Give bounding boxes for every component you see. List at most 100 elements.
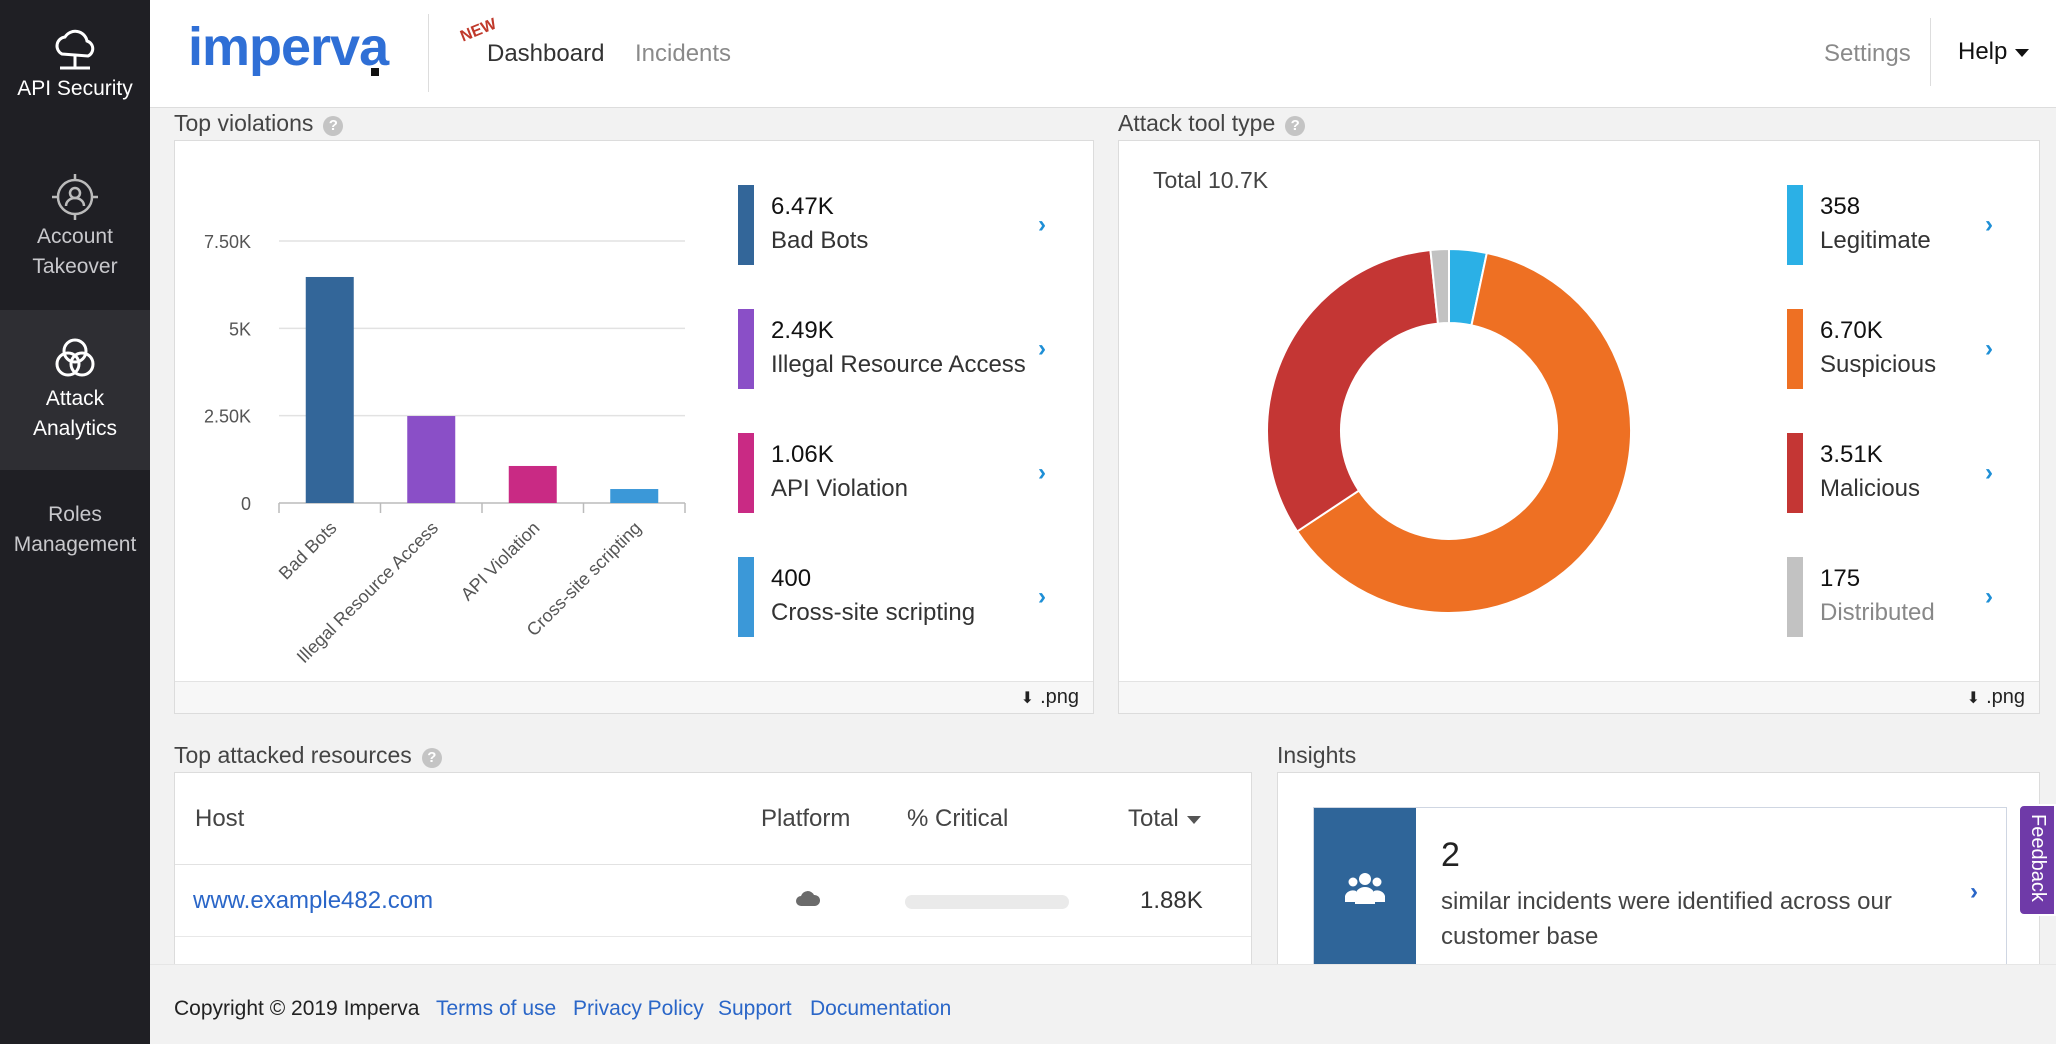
top-violations-panel: 0 2.50K 5K 7.50K Bad Bots Illegal Resource Ac…	[174, 140, 1094, 714]
legend-name: Cross-site scripting	[771, 599, 976, 626]
legend-row[interactable]: 6.47K Bad Bots ›	[738, 185, 1078, 265]
footer-link-documentation[interactable]: Documentation	[810, 997, 952, 1020]
legend-row[interactable]: 1.06K API Violation ›	[738, 433, 1078, 513]
y-tick-label: 7.50K	[204, 232, 251, 252]
footer-link-terms[interactable]: Terms of use	[436, 997, 557, 1020]
host-link[interactable]: www.example482.com	[193, 887, 434, 914]
header-divider	[428, 14, 429, 92]
sidebar-item-label: Account	[37, 225, 113, 248]
x-tick-label: Bad Bots	[275, 518, 341, 584]
donut-chart	[1266, 247, 1632, 614]
feedback-tab[interactable]: Feedback	[2018, 804, 2056, 916]
sidebar-item-attack-analytics[interactable]: Attack Analytics	[0, 310, 150, 470]
nav-incidents[interactable]: Incidents	[635, 40, 732, 67]
top-resources-title: Top attacked resources?	[174, 742, 442, 769]
legend-name: API Violation	[771, 475, 908, 502]
logo-dot	[371, 68, 379, 76]
col-platform[interactable]: Platform	[761, 805, 851, 832]
help-label: Help	[1958, 38, 2008, 65]
insights-title: Insights	[1277, 742, 1357, 768]
bar	[305, 276, 354, 503]
chevron-right-icon[interactable]: ›	[1038, 583, 1046, 610]
download-png-button[interactable]: ⬇ .png	[1967, 686, 2025, 709]
legend-value: 6.70K	[1820, 317, 1883, 344]
help-icon[interactable]: ?	[421, 748, 442, 768]
legend-row[interactable]: 2.49K Illegal Resource Access ›	[738, 309, 1078, 389]
sidebar-item-api-security[interactable]: API Security	[0, 0, 150, 120]
chevron-right-icon[interactable]: ›	[1038, 335, 1046, 362]
chevron-right-icon[interactable]: ›	[1038, 459, 1046, 486]
legend-row[interactable]: 3.51K Malicious ›	[1787, 433, 2027, 513]
download-label: .png	[1040, 686, 1079, 708]
x-tick-label: API Violation	[457, 518, 544, 605]
top-header: imperva NEW Dashboard Incidents Settings…	[150, 0, 2056, 108]
sidebar-item-roles-management[interactable]: Roles Management	[0, 500, 150, 570]
download-png-button[interactable]: ⬇ .png	[1021, 686, 1079, 709]
y-tick-label: 0	[241, 494, 251, 514]
legend-swatch	[1787, 309, 1803, 389]
chevron-right-icon[interactable]: ›	[1985, 335, 1993, 362]
legend-swatch	[1787, 185, 1803, 265]
insight-text: similar incidents were identified across…	[1441, 888, 1892, 950]
help-icon[interactable]: ?	[1285, 116, 1306, 136]
imperva-logo[interactable]: imperva	[188, 17, 389, 77]
sidebar-item-label: Takeover	[32, 255, 118, 278]
footer-link-support[interactable]: Support	[718, 997, 792, 1020]
download-icon: ⬇	[1966, 690, 1981, 707]
legend-row[interactable]: 358 Legitimate ›	[1787, 185, 2027, 265]
section-title-text: Top attacked resources	[174, 742, 412, 768]
legend-swatch	[738, 433, 754, 513]
chevron-right-icon[interactable]: ›	[1970, 878, 1978, 905]
legend-swatch	[738, 557, 754, 637]
y-tick-label: 5K	[229, 319, 251, 339]
attack-tool-title: Attack tool type?	[1118, 110, 1306, 137]
legend-row[interactable]: 6.70K Suspicious ›	[1787, 309, 2027, 389]
venn-icon	[55, 338, 95, 377]
donut-slice	[1295, 251, 1632, 614]
insight-count: 2	[1441, 836, 1460, 874]
legend-name: Legitimate	[1820, 227, 1931, 254]
download-icon: ⬇	[1020, 690, 1035, 707]
critical-bar	[905, 895, 1069, 909]
total-label: Total 10.7K	[1153, 167, 1269, 193]
col-total[interactable]: Total	[1128, 805, 1201, 833]
bar	[407, 416, 456, 503]
legend-row[interactable]: 175 Distributed ›	[1787, 557, 2027, 637]
col-host[interactable]: Host	[195, 805, 245, 832]
legend-row[interactable]: 400 Cross-site scripting ›	[738, 557, 1078, 637]
col-total-label: Total	[1128, 805, 1179, 832]
panel-footer: ⬇ .png	[1119, 681, 2039, 713]
legend-name: Bad Bots	[771, 227, 869, 254]
nav-dashboard[interactable]: Dashboard	[487, 40, 605, 67]
legend-swatch	[1787, 433, 1803, 513]
col-critical[interactable]: % Critical	[907, 805, 1009, 832]
chevron-right-icon[interactable]: ›	[1038, 211, 1046, 238]
footer: Copyright © 2019 Imperva Terms of use Pr…	[150, 964, 2056, 1044]
insights-panel: 2 similar incidents were identified acro…	[1277, 772, 2040, 972]
help-icon[interactable]: ?	[323, 116, 344, 136]
sidebar-item-label: Analytics	[32, 417, 118, 440]
legend-value: 3.51K	[1820, 441, 1883, 468]
insight-card[interactable]: 2 similar incidents were identified acro…	[1313, 807, 2007, 971]
panel-footer: ⬇ .png	[175, 681, 1093, 713]
legend-value: 6.47K	[771, 193, 834, 220]
legend-swatch	[1787, 557, 1803, 637]
nav-settings[interactable]: Settings	[1824, 40, 1911, 67]
header-divider	[1930, 18, 1931, 86]
table-row[interactable]: www.example482.com 1.88K	[175, 865, 1251, 937]
sort-desc-icon	[1186, 815, 1201, 824]
total-value: 1.88K	[1140, 887, 1203, 914]
legend-value: 2.49K	[771, 317, 834, 344]
chevron-right-icon[interactable]: ›	[1985, 583, 1993, 610]
chevron-right-icon[interactable]: ›	[1985, 211, 1993, 238]
sidebar-item-label: Attack	[45, 387, 105, 410]
help-menu[interactable]: Help	[1958, 38, 2030, 66]
sidebar-item-account-takeover[interactable]: Account Takeover	[0, 160, 150, 310]
chevron-right-icon[interactable]: ›	[1985, 459, 1993, 486]
sidebar-item-label: Roles	[48, 503, 102, 526]
x-tick-label: Cross-site scripting	[523, 518, 645, 640]
donut-slice	[1266, 248, 1440, 533]
donut-slice	[1429, 247, 1450, 325]
feedback-label: Feedback	[2027, 814, 2049, 902]
footer-link-privacy[interactable]: Privacy Policy	[573, 997, 704, 1020]
